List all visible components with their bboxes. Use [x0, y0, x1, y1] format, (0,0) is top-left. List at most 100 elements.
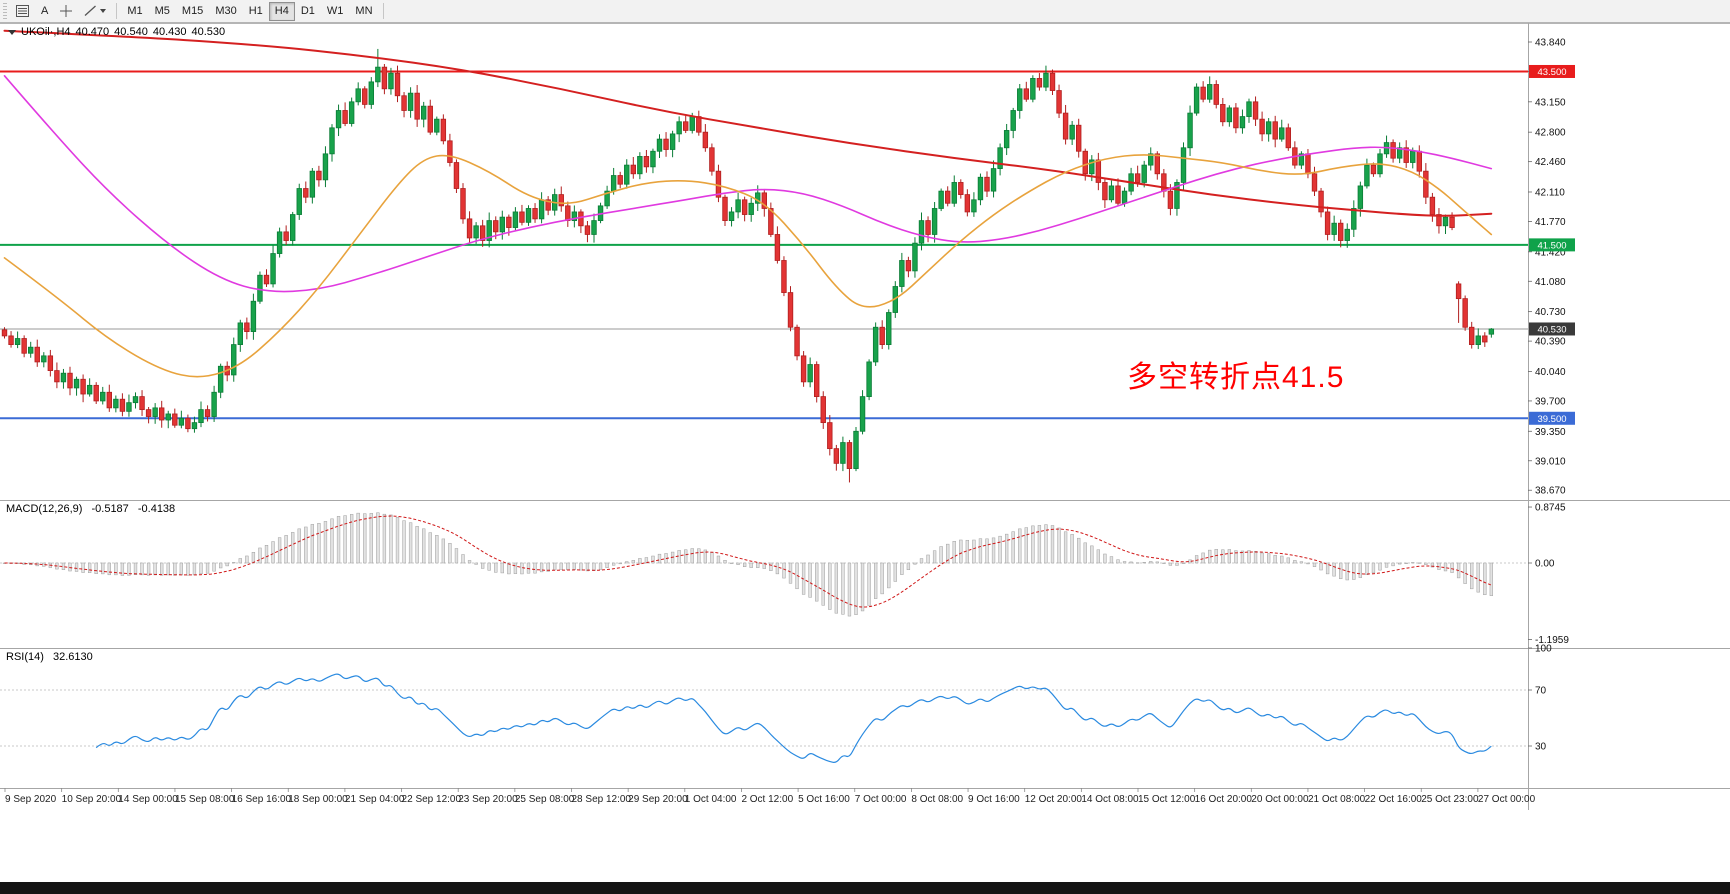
candle	[434, 116, 440, 136]
candle	[34, 339, 40, 367]
candle	[204, 405, 211, 422]
candle	[624, 159, 630, 189]
macd-bar	[284, 535, 288, 564]
candle	[447, 133, 453, 167]
candle	[794, 324, 800, 361]
macd-bar	[513, 562, 518, 574]
macd-bar	[1142, 562, 1146, 564]
macd-bar	[1247, 550, 1251, 564]
macd-bar	[435, 535, 439, 564]
macd-bar	[716, 555, 721, 564]
macd-bar	[120, 562, 125, 576]
timeframe-m15[interactable]: M15	[181, 5, 204, 17]
timeframe-d1[interactable]: D1	[300, 5, 315, 17]
candle	[1396, 142, 1403, 164]
macd-bar	[1332, 562, 1336, 577]
macd-signal: -0.4138	[137, 503, 176, 515]
candle	[912, 237, 918, 278]
candle	[768, 202, 774, 238]
timeframe-m30[interactable]: M30	[215, 5, 237, 17]
macd-bar	[736, 562, 740, 565]
candle	[460, 183, 466, 224]
candle	[296, 183, 302, 220]
candle	[152, 403, 158, 424]
macd-bar	[1011, 531, 1015, 564]
chart-area[interactable]: 43.840 43.500 43.150 42.800 42.460 42.110 41.7…	[0, 23, 1730, 894]
candle	[748, 197, 754, 222]
chart-annotation-text[interactable]: 多空转折点41.5	[1127, 361, 1345, 394]
macd-bar	[546, 562, 550, 572]
candle	[1141, 160, 1147, 188]
candle	[80, 374, 86, 403]
price-axis-label: 43.840	[1535, 38, 1566, 49]
ohlc-open: 40.470	[75, 26, 110, 38]
macd-bar	[978, 538, 983, 564]
macd-bar	[474, 562, 478, 565]
macd-bar	[1234, 550, 1238, 564]
macd-bar	[74, 562, 79, 572]
toolbar-grip[interactable]	[3, 3, 7, 19]
candle	[1331, 215, 1337, 241]
macd-bar	[1214, 549, 1218, 564]
macd-bar	[166, 562, 170, 576]
candle	[800, 351, 807, 387]
candle	[440, 114, 447, 145]
candle	[1272, 115, 1278, 148]
macd-bar	[906, 562, 911, 570]
candle	[977, 173, 984, 206]
macd-bar	[998, 535, 1002, 564]
candle	[119, 393, 126, 417]
timeframe-m5[interactable]: M5	[154, 5, 170, 17]
candle	[407, 87, 414, 118]
macd-bar	[1116, 559, 1120, 564]
macd-bar	[1483, 562, 1487, 596]
macd-bar	[1424, 562, 1428, 565]
timeframe-h1[interactable]: H1	[248, 5, 263, 17]
candle	[342, 102, 348, 127]
macd-axis[interactable]: 0.8745 0.00 -1.1959	[1528, 503, 1569, 647]
trendline-tools-icon[interactable]	[78, 2, 112, 21]
macd-bar	[1299, 561, 1304, 564]
timeframe-m1[interactable]: M1	[127, 5, 143, 17]
candle	[1108, 180, 1115, 203]
candle	[479, 219, 486, 247]
price-axis-label: 42.460	[1535, 157, 1566, 168]
candle	[172, 408, 178, 428]
macd-bar	[1240, 550, 1245, 564]
candle	[1252, 96, 1259, 126]
macd-bar	[454, 548, 459, 564]
macd-bar	[690, 548, 694, 564]
time-axis-label: 9 Oct 16:00	[968, 794, 1020, 805]
crosshair-icon[interactable]	[54, 2, 78, 21]
candle	[1482, 332, 1488, 347]
support-line-39500-badge-text: 39.500	[1537, 414, 1566, 425]
macd-bar	[952, 541, 956, 564]
macd-bar	[389, 514, 393, 564]
timeframe-h4[interactable]: H4	[268, 1, 295, 21]
timeframe-mn[interactable]: MN	[355, 5, 373, 17]
timeframe-w1[interactable]: W1	[326, 5, 344, 17]
macd-bar	[350, 514, 354, 564]
cursor-button[interactable]: A	[41, 5, 49, 17]
charts-list-icon[interactable]	[10, 2, 35, 21]
macd-bar	[212, 562, 216, 572]
macd-bar	[1443, 562, 1448, 572]
price-axis[interactable]: 43.840 43.500 43.150 42.800 42.460 42.110 41.7…	[1528, 38, 1566, 497]
toolbar: A M1 M5 M15 M30 H1 H4 D1 W1 MN	[0, 0, 1730, 23]
macd-bar	[1286, 557, 1290, 564]
candle	[427, 99, 433, 135]
candle	[178, 410, 185, 429]
time-axis-label: 29 Sep 20:00	[628, 794, 688, 805]
rsi-axis[interactable]: 100 70 30	[1528, 644, 1552, 753]
candle	[1279, 119, 1285, 142]
collapse-triangle-icon[interactable]	[8, 29, 16, 35]
macd-bar	[1404, 562, 1408, 564]
macd-bar	[343, 515, 347, 564]
macd-bar	[186, 562, 190, 576]
macd-bar	[965, 539, 970, 564]
macd-bar	[539, 562, 544, 573]
price-axis-label: 40.730	[1535, 307, 1566, 318]
candle	[578, 209, 584, 234]
